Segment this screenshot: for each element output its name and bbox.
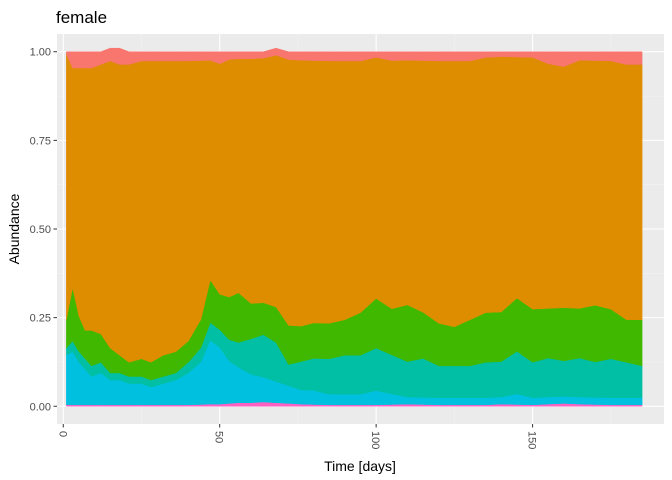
y-tick-label: 0.50	[30, 224, 51, 236]
x-tick-label: 50	[213, 431, 225, 443]
x-tick-label: 100	[369, 431, 381, 449]
y-axis-ticks: 0.00 0.25 0.50 0.75 1.00	[30, 47, 57, 413]
y-tick-label: 1.00	[30, 47, 51, 59]
x-axis-ticks: 0 50 100 150	[56, 424, 538, 449]
area-series-6	[66, 47, 643, 69]
y-axis-title: Abundance	[6, 193, 22, 264]
y-tick-label: 0.25	[30, 313, 51, 325]
x-axis-title: Time [days]	[324, 458, 396, 474]
chart-title: female	[56, 8, 107, 27]
stacked-areas	[66, 47, 643, 407]
x-tick-label: 150	[526, 431, 538, 449]
y-tick-label: 0.75	[30, 135, 51, 147]
x-tick-label: 0	[56, 431, 68, 437]
y-tick-label: 0.00	[30, 401, 51, 413]
